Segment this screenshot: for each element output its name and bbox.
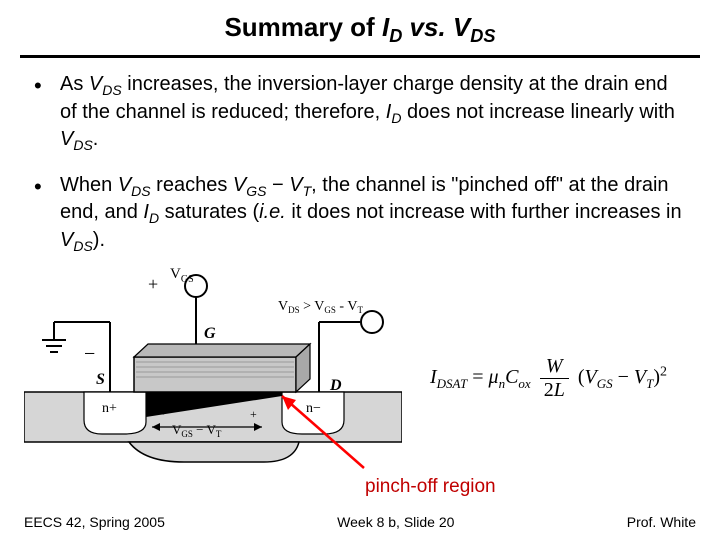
footer-left: EECS 42, Spring 2005 — [24, 514, 165, 530]
svg-text:S: S — [96, 371, 105, 388]
bullet-list: As VDS increases, the inversion-layer ch… — [34, 72, 686, 255]
svg-text:+: + — [148, 274, 158, 294]
bullet-item: When VDS reaches VGS − VT, the channel i… — [34, 173, 686, 256]
svg-text:VGS: VGS — [170, 266, 194, 285]
svg-text:n−: n− — [306, 401, 321, 416]
svg-text:VDS > VGS - VT: VDS > VGS - VT — [278, 299, 363, 315]
pinch-off-label: pinch-off region — [365, 476, 496, 498]
svg-text:G: G — [204, 325, 216, 342]
mosfet-diagram: + − S G D VGS VDS > VGS - VT n+ n− VGS −… — [24, 262, 402, 472]
idsat-equation: IDSAT = μnCox W 2L (VGS − VT)2 — [430, 355, 667, 402]
footer-center: Week 8 b, Slide 20 — [337, 514, 454, 530]
slide-title: Summary of ID vs. VDS — [0, 0, 720, 55]
svg-text:n+: n+ — [102, 401, 117, 416]
svg-text:+: + — [250, 407, 257, 421]
svg-text:−: − — [84, 343, 95, 365]
svg-text:VGS − VT: VGS − VT — [172, 422, 222, 439]
bullet-item: As VDS increases, the inversion-layer ch… — [34, 72, 686, 155]
svg-text:D: D — [329, 377, 342, 394]
svg-text:−: − — [158, 407, 165, 421]
footer-right: Prof. White — [627, 514, 696, 530]
title-rule — [20, 55, 700, 58]
slide-footer: EECS 42, Spring 2005 Week 8 b, Slide 20 … — [0, 514, 720, 530]
